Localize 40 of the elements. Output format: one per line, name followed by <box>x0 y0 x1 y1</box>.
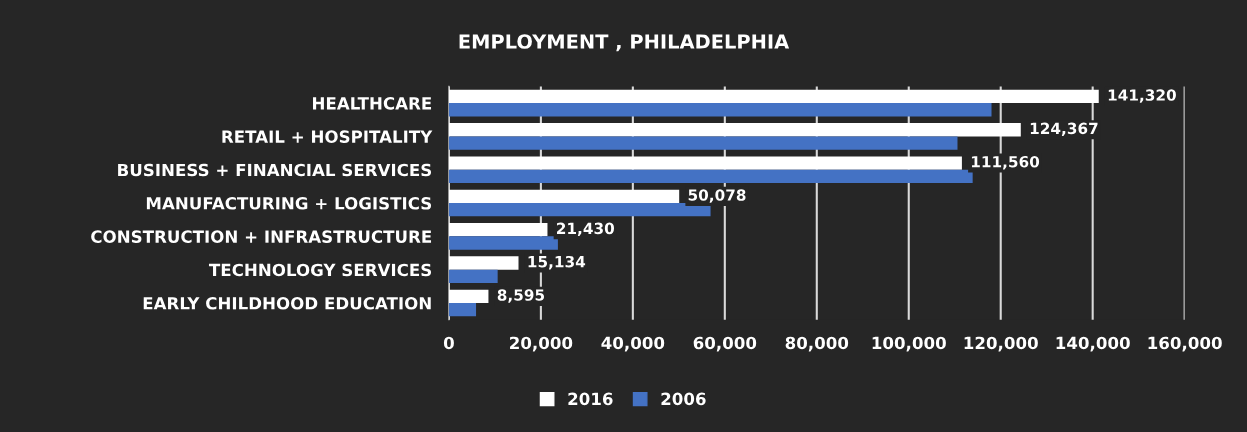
chart-title: EMPLOYMENT , PHILADELPHIA <box>459 34 790 52</box>
bar <box>448 169 973 184</box>
x-tick-label: 100,000 <box>872 336 946 352</box>
bar <box>448 289 489 304</box>
x-tick-label: 160,000 <box>1148 336 1222 352</box>
data-label: 21,430 <box>557 222 615 237</box>
bar <box>448 203 711 217</box>
x-tick-label: 80,000 <box>785 336 849 352</box>
bar <box>448 103 992 117</box>
data-label: 50,078 <box>688 189 746 203</box>
data-label: 15,134 <box>528 255 586 270</box>
legend-label: 2006 <box>661 392 706 406</box>
bar <box>448 123 1021 137</box>
x-tick-label: 0 <box>443 336 454 350</box>
legend-label: 2016 <box>568 392 613 406</box>
bar <box>448 136 958 150</box>
x-tick-label: 40,000 <box>601 336 665 352</box>
data-label: 141,320 <box>1108 89 1176 103</box>
x-tick-label: 60,000 <box>693 336 757 352</box>
bar <box>448 156 962 170</box>
bar <box>448 303 477 317</box>
bar <box>448 223 548 237</box>
data-label: 111,560 <box>971 155 1040 170</box>
y-tick-label: EARLY CHILDHOOD EDUCATION <box>143 296 431 310</box>
y-tick-label: HEALTHCARE <box>313 97 432 110</box>
y-tick-label: BUSINESS + FINANCIAL SERVICES <box>118 163 432 177</box>
bar <box>448 89 1099 104</box>
x-tick-label: 120,000 <box>964 336 1038 352</box>
data-label: 124,367 <box>1030 122 1098 137</box>
y-tick-label: CONSTRUCTION + INFRASTRUCTURE <box>91 230 432 243</box>
x-tick-label: 20,000 <box>510 336 573 352</box>
y-tick-label: RETAIL + HOSPITALITY <box>222 130 433 143</box>
bar <box>448 189 680 204</box>
data-label: 8,595 <box>497 289 545 303</box>
bar <box>448 269 498 284</box>
bar <box>448 236 558 250</box>
x-tick-label: 140,000 <box>1056 336 1130 352</box>
y-tick-label: TECHNOLOGY SERVICES <box>208 263 432 277</box>
y-tick-label: MANUFACTURING + LOGISTICS <box>146 197 432 210</box>
bar <box>448 256 519 270</box>
